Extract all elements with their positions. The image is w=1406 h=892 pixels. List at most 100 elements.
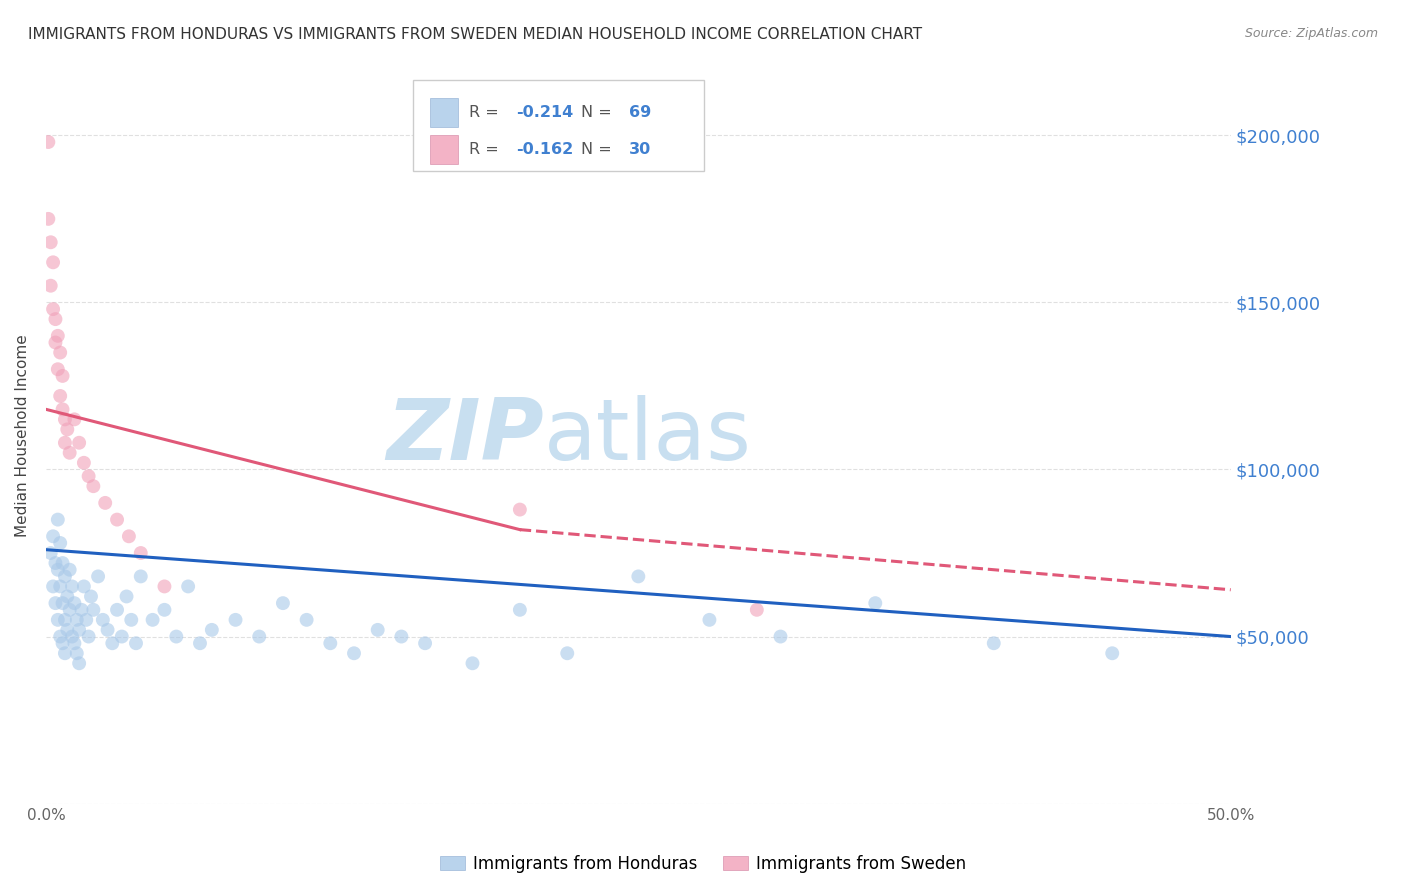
Point (51, 596, 73, 610)
Point (111, 630, 134, 644)
Point (769, 630, 792, 644)
Point (53, 412, 76, 426)
Text: -0.162: -0.162 (516, 142, 574, 157)
Point (59, 446, 82, 460)
Text: N =: N = (582, 142, 617, 157)
Point (129, 569, 152, 583)
Point (37, 135, 59, 149)
Point (46, 328, 69, 343)
FancyBboxPatch shape (430, 98, 458, 128)
Point (39, 278, 62, 293)
Point (42, 255, 65, 269)
Point (59, 603, 82, 617)
Point (53, 569, 76, 583)
Point (39, 546, 62, 560)
Text: N =: N = (582, 105, 617, 120)
Y-axis label: Median Household Income: Median Household Income (15, 334, 30, 538)
Point (94, 496, 117, 510)
Point (91, 613, 114, 627)
Point (1101, 646, 1123, 660)
Point (165, 630, 187, 644)
Point (53, 646, 76, 660)
Point (101, 636, 124, 650)
Point (389, 630, 412, 644)
Legend: Immigrants from Honduras, Immigrants from Sweden: Immigrants from Honduras, Immigrants fro… (433, 848, 973, 880)
Point (63, 636, 86, 650)
Point (699, 613, 721, 627)
Point (53, 435, 76, 450)
Point (46, 513, 69, 527)
Point (983, 636, 1005, 650)
Point (63, 596, 86, 610)
Point (73, 579, 96, 593)
Text: R =: R = (470, 105, 503, 120)
Point (177, 579, 200, 593)
Point (120, 613, 142, 627)
Point (118, 529, 141, 543)
Point (44, 596, 66, 610)
Point (67, 623, 90, 637)
Point (153, 579, 176, 593)
Point (63, 412, 86, 426)
Point (70, 603, 93, 617)
Point (56, 422, 79, 436)
Point (105, 603, 128, 617)
Point (66, 646, 89, 660)
Point (295, 613, 318, 627)
Point (53, 613, 76, 627)
Point (97, 623, 120, 637)
Point (80, 590, 103, 604)
Point (142, 613, 165, 627)
Text: ZIP: ZIP (385, 394, 544, 477)
Point (67, 657, 90, 671)
Point (44, 335, 66, 350)
Point (627, 569, 650, 583)
Point (49, 579, 72, 593)
Point (865, 596, 887, 610)
Point (77, 630, 100, 644)
Point (82, 479, 104, 493)
Point (105, 513, 128, 527)
Point (461, 657, 484, 671)
Point (42, 579, 65, 593)
Point (73, 456, 96, 470)
Point (413, 636, 436, 650)
Text: R =: R = (470, 142, 503, 157)
Point (555, 646, 578, 660)
Text: Source: ZipAtlas.com: Source: ZipAtlas.com (1244, 27, 1378, 40)
Point (46, 563, 69, 577)
Point (51, 402, 73, 417)
Point (509, 502, 531, 516)
Point (87, 569, 110, 583)
Point (59, 563, 82, 577)
Point (60, 579, 83, 593)
Point (319, 636, 342, 650)
Point (67, 435, 90, 450)
Point (42, 302, 65, 317)
Point (51, 636, 73, 650)
Point (56, 623, 79, 637)
Point (129, 546, 152, 560)
Point (39, 235, 62, 250)
Point (225, 613, 247, 627)
Point (343, 646, 366, 660)
Point (46, 613, 69, 627)
Text: -0.214: -0.214 (516, 105, 574, 120)
Point (66, 613, 89, 627)
Point (46, 362, 69, 376)
Point (745, 603, 768, 617)
Point (271, 596, 294, 610)
Text: 30: 30 (628, 142, 651, 157)
Text: atlas: atlas (544, 394, 752, 477)
Point (367, 623, 389, 637)
Point (49, 630, 72, 644)
FancyBboxPatch shape (430, 135, 458, 164)
Point (49, 345, 72, 359)
Point (188, 636, 211, 650)
Point (51, 556, 73, 570)
Point (44, 312, 66, 326)
Point (82, 603, 104, 617)
Point (37, 211, 59, 226)
Point (51, 368, 73, 383)
Point (115, 590, 138, 604)
